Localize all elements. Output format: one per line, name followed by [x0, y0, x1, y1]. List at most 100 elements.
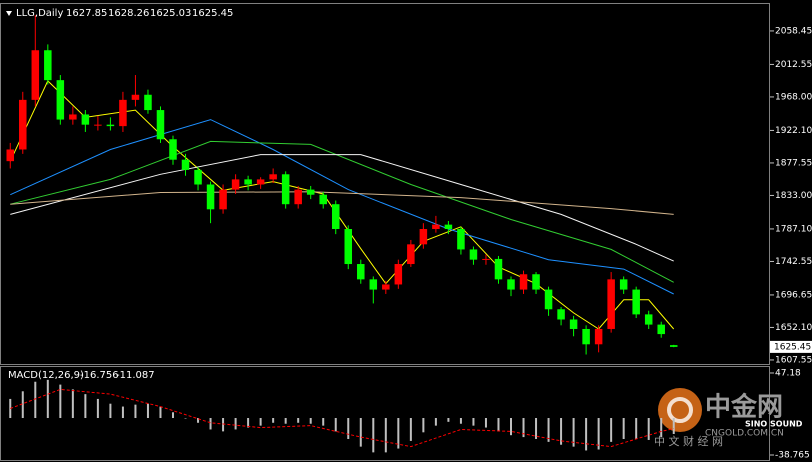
- macd-bar: [647, 418, 650, 440]
- symbol-label: LLG,Daily: [16, 8, 63, 19]
- candle-body: [494, 258, 503, 280]
- header-value: 1625.45: [192, 8, 233, 19]
- candle-body: [369, 279, 378, 290]
- candle-body: [519, 274, 528, 290]
- candle-body: [432, 224, 440, 230]
- main-frame: [0, 3, 770, 365]
- macd-bar: [610, 418, 613, 442]
- macd-bar: [121, 406, 124, 419]
- candle-body: [294, 189, 302, 205]
- candle-body: [19, 99, 27, 150]
- candle-body: [106, 124, 115, 127]
- y-tick-label: 1696.65: [775, 290, 812, 300]
- macd-bar: [459, 418, 462, 424]
- candle-body: [569, 319, 578, 329]
- macd-bar: [622, 418, 625, 440]
- menu-arrow[interactable]: [6, 11, 12, 16]
- y-tick-label: 1968.00: [775, 92, 812, 102]
- candle-body: [357, 264, 365, 280]
- candle-body: [31, 50, 40, 100]
- candle-body: [269, 174, 277, 180]
- macd-bar: [284, 418, 287, 424]
- candle-body: [119, 99, 127, 127]
- candle-body: [632, 289, 640, 315]
- macd-bar: [597, 418, 600, 450]
- candle-body: [206, 184, 215, 210]
- macd-bar: [222, 418, 225, 432]
- header-value: 1628.26: [108, 8, 149, 19]
- macd-value: -16.756: [80, 370, 119, 381]
- moving-average: [10, 191, 674, 215]
- macd-bar: [472, 418, 475, 426]
- moving-average: [10, 140, 674, 283]
- candle-body: [306, 189, 315, 195]
- macd-bar: [322, 418, 325, 426]
- macd-bar: [397, 418, 400, 449]
- macd-bar: [272, 418, 275, 423]
- macd-bar: [384, 418, 387, 453]
- macd-bar: [9, 398, 12, 419]
- macd-bar: [535, 418, 538, 440]
- macd-bar: [184, 418, 187, 419]
- partner-logo: SINO SOUND: [745, 420, 803, 429]
- candle-body: [382, 284, 390, 290]
- macd-bar: [209, 418, 212, 430]
- macd-bar: [672, 418, 675, 434]
- macd-bar: [635, 418, 638, 440]
- candle-body: [131, 94, 140, 100]
- macd-bar: [259, 418, 262, 426]
- candle-body: [56, 80, 65, 120]
- macd-bar: [84, 394, 87, 419]
- y-tick-label: 1607.55: [775, 355, 812, 365]
- y-tick-label: 1652.10: [775, 323, 812, 333]
- moving-average: [10, 154, 674, 262]
- signal-value: -11.087: [116, 370, 155, 381]
- candle-body: [44, 50, 52, 81]
- candle-body: [644, 314, 653, 325]
- candle-body: [582, 328, 590, 345]
- candle-body: [469, 249, 478, 260]
- candle-body: [544, 289, 553, 310]
- candle-body: [81, 114, 90, 125]
- macd-bar: [21, 391, 24, 419]
- macd-bar: [134, 404, 137, 419]
- y-tick-label: 2012.55: [775, 60, 812, 70]
- candle-body: [94, 124, 102, 126]
- candle-body: [419, 229, 428, 245]
- candle-body: [169, 139, 177, 160]
- candle-body: [331, 204, 340, 230]
- header-value: 1627.85: [66, 8, 107, 19]
- candle-body: [619, 279, 628, 290]
- candle-body: [344, 229, 353, 265]
- macd-bar: [372, 418, 375, 453]
- watermark-site: CNGOLD.COM.CN: [705, 429, 784, 439]
- candle-body: [219, 189, 227, 210]
- macd-bar: [660, 418, 663, 438]
- candle-body: [444, 224, 453, 230]
- macd-bar: [334, 418, 337, 432]
- macd-bar: [560, 418, 563, 445]
- macd-frame: [0, 366, 770, 461]
- macd-bar: [434, 418, 437, 426]
- candle-body: [6, 149, 15, 162]
- signal-line: [10, 388, 674, 448]
- macd-bar: [146, 403, 149, 419]
- macd-label: MACD(12,26,9): [8, 370, 84, 381]
- candle-body: [532, 274, 540, 290]
- macd-bar: [197, 418, 200, 423]
- candle-body: [256, 179, 265, 185]
- macd-bar: [46, 379, 49, 419]
- logo-mark: [667, 397, 693, 423]
- watermark-title: 中金网: [705, 392, 783, 423]
- macd-bar: [572, 418, 575, 447]
- candle-body: [607, 279, 615, 329]
- macd-bar: [547, 418, 550, 442]
- macd-bar: [347, 418, 350, 440]
- macd-bar: [297, 418, 300, 423]
- y-tick-label: 2058.45: [775, 26, 812, 36]
- header-value: 1625.03: [150, 8, 191, 19]
- macd-bar: [159, 406, 162, 419]
- candle-body: [156, 110, 165, 140]
